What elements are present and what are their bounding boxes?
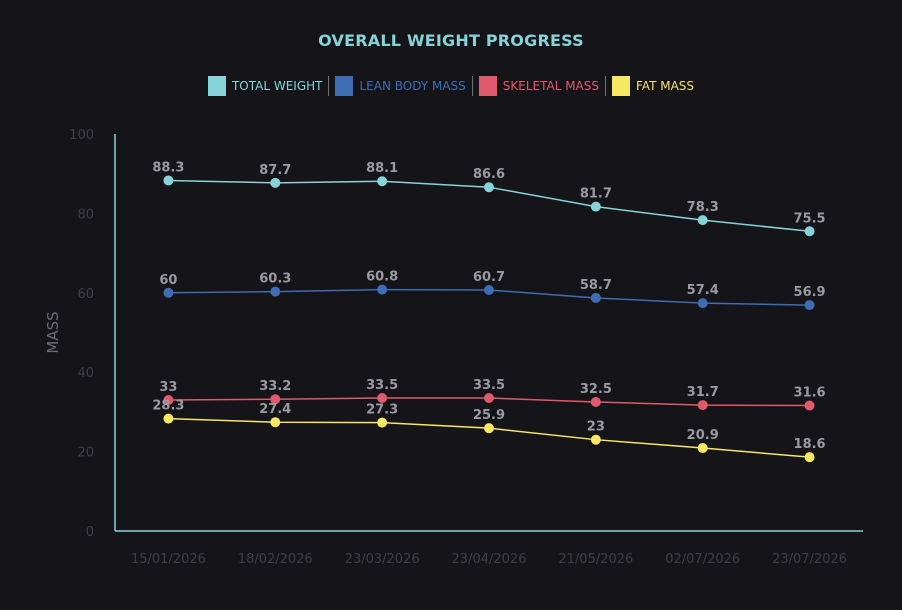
data-point (163, 175, 174, 186)
data-label: 31.7 (687, 385, 719, 400)
x-tick-label: 21/05/2026 (558, 552, 633, 567)
legend-swatch (207, 76, 226, 96)
data-point (590, 434, 601, 445)
data-point (163, 287, 174, 298)
legend-swatch (478, 76, 497, 96)
data-label: 56.9 (794, 285, 826, 300)
data-label: 33 (159, 380, 177, 395)
data-label: 78.3 (687, 200, 719, 215)
data-label: 27.4 (259, 402, 291, 417)
data-point (163, 413, 174, 424)
data-point (484, 182, 494, 193)
data-label: 87.7 (259, 163, 291, 178)
data-point (270, 177, 281, 188)
data-label: 23 (587, 420, 605, 435)
data-point (484, 423, 494, 434)
data-label: 75.5 (794, 211, 826, 226)
chart-legend: TOTAL WEIGHT LEAN BODY MASS SKELETAL MASS F… (0, 76, 902, 96)
data-point (377, 417, 388, 428)
legend-separator (328, 76, 330, 96)
y-tick-label: 80 (77, 207, 94, 222)
data-point (270, 286, 281, 297)
legend-swatch (335, 76, 354, 96)
data-point (590, 201, 601, 212)
data-label: 31.6 (794, 386, 826, 401)
legend-item[interactable]: SKELETAL MASS (478, 76, 599, 96)
x-tick-label: 23/07/2026 (772, 552, 847, 567)
data-label: 33.5 (366, 378, 398, 393)
legend-label: FAT MASS (636, 79, 695, 93)
legend-item[interactable]: LEAN BODY MASS (335, 76, 466, 96)
legend-swatch (612, 76, 630, 96)
data-label: 32.5 (580, 382, 612, 397)
data-label: 88.3 (152, 160, 184, 175)
legend-separator (605, 76, 606, 96)
data-point (697, 298, 708, 309)
data-label: 28.3 (152, 399, 184, 414)
x-tick-label: 18/02/2026 (238, 552, 313, 567)
data-label: 25.9 (473, 408, 505, 423)
legend-label: SKELETAL MASS (502, 79, 599, 93)
legend-item[interactable]: TOTAL WEIGHT (207, 76, 323, 96)
legend-label: LEAN BODY MASS (359, 79, 466, 93)
data-point (270, 417, 281, 428)
data-point (377, 393, 388, 404)
data-label: 27.3 (366, 403, 398, 418)
data-point (590, 396, 601, 407)
data-point (804, 452, 815, 463)
y-tick-label: 60 (77, 287, 94, 302)
data-label: 58.7 (580, 278, 612, 293)
data-label: 86.6 (473, 167, 505, 182)
data-point (377, 284, 388, 295)
x-tick-label: 23/03/2026 (345, 552, 420, 567)
legend-separator (471, 76, 473, 96)
data-point (804, 226, 815, 237)
data-label: 18.6 (794, 437, 826, 452)
data-point (697, 443, 708, 454)
data-label: 33.5 (473, 378, 505, 393)
y-tick-label: 100 (69, 128, 94, 143)
data-point (697, 215, 708, 226)
data-point (163, 394, 174, 405)
data-point (804, 300, 815, 311)
legend-item[interactable]: FAT MASS (612, 76, 694, 96)
data-point (804, 400, 815, 411)
data-label: 57.4 (687, 283, 719, 298)
data-point (484, 393, 494, 404)
data-label: 81.7 (580, 187, 612, 202)
data-point (697, 400, 708, 411)
data-label: 88.1 (366, 161, 398, 176)
y-axis-label: MASS (44, 311, 62, 353)
x-tick-label: 02/07/2026 (665, 552, 740, 567)
y-tick-label: 40 (77, 366, 94, 381)
data-point (270, 394, 281, 405)
legend-label: TOTAL WEIGHT (231, 79, 323, 93)
data-label: 60.8 (366, 270, 398, 285)
data-label: 33.2 (259, 379, 291, 394)
data-label: 60.3 (259, 272, 291, 287)
y-tick-label: 20 (77, 446, 94, 461)
chart-title: OVERALL WEIGHT PROGRESS (318, 31, 584, 50)
data-label: 60 (159, 273, 177, 288)
data-label: 20.9 (687, 428, 719, 443)
data-label: 60.7 (473, 270, 505, 285)
data-point (484, 285, 494, 296)
data-point (377, 176, 388, 187)
y-tick-label: 0 (86, 525, 94, 540)
data-point (590, 292, 601, 303)
x-tick-label: 23/04/2026 (452, 552, 527, 567)
x-tick-label: 15/01/2026 (131, 552, 206, 567)
